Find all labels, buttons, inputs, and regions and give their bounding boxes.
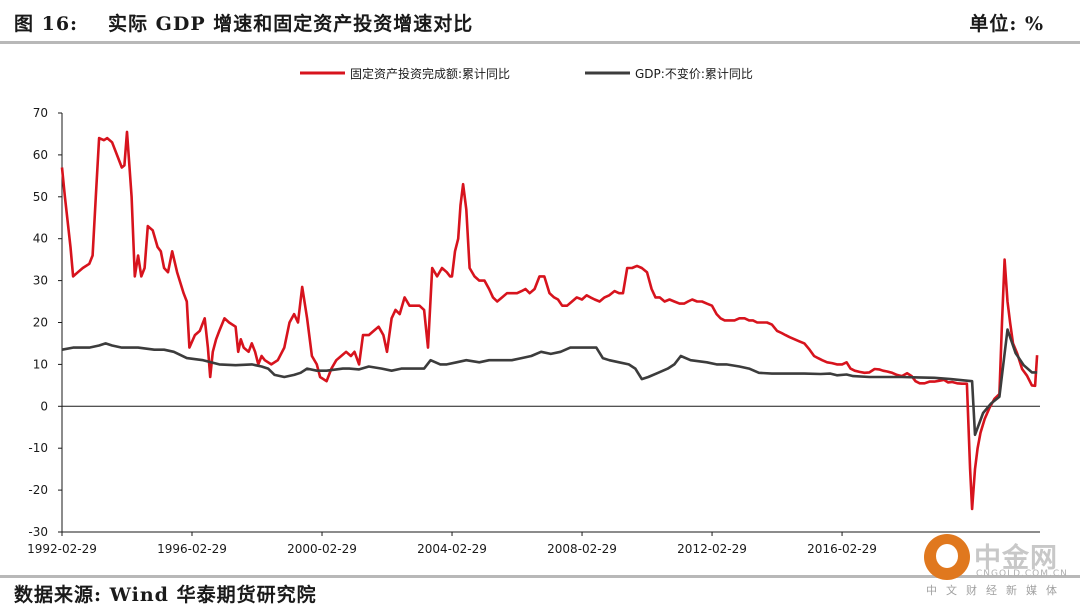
x-tick-label: 1996-02-29 xyxy=(157,542,227,556)
chart-legend: 固定资产投资完成额:累计同比 GDP:不变价:累计同比 xyxy=(300,66,753,81)
x-tick-label: 2000-02-29 xyxy=(287,542,357,556)
figure-title: 实际 GDP 增速和固定资产投资增速对比 xyxy=(108,13,474,35)
watermark-domain: CNGOLD.COM.CN xyxy=(976,569,1068,579)
legend-label-gdp: GDP:不变价:累计同比 xyxy=(635,66,753,81)
y-tick-label: 0 xyxy=(40,399,48,413)
figure-number: 图 16: xyxy=(14,13,79,35)
x-tick-label: 1992-02-29 xyxy=(27,542,97,556)
watermark-name: 中金网 xyxy=(974,543,1058,574)
chart-axes: -30 -20 -10 0 10 20 30 40 50 60 70 1992-02-29 1996-0… xyxy=(27,106,1040,556)
figure-header: 图 16: 实际 GDP 增速和固定资产投资增速对比 单位: % xyxy=(0,0,1080,44)
bottom-divider xyxy=(0,575,1080,578)
y-tick-label: -20 xyxy=(28,483,48,497)
y-tick-label: 40 xyxy=(33,232,48,246)
y-tick-label: 70 xyxy=(33,106,48,120)
x-tick-label: 2004-02-29 xyxy=(417,542,487,556)
legend-label-fai: 固定资产投资完成额:累计同比 xyxy=(350,66,510,81)
watermark-tagline: 中文财经新媒体 xyxy=(926,584,1066,597)
x-tick-label: 2008-02-29 xyxy=(547,542,617,556)
x-tick-label: 2012-02-29 xyxy=(677,542,747,556)
y-tick-label: 30 xyxy=(33,274,48,288)
source-note: 数据来源: Wind 华泰期货研究院 xyxy=(14,584,317,606)
unit-label: 单位: % xyxy=(969,13,1044,35)
y-tick-label: 50 xyxy=(33,190,48,204)
y-tick-label: 60 xyxy=(33,148,48,162)
chart-series xyxy=(60,130,1039,511)
y-tick-label: 20 xyxy=(33,316,48,330)
line-chart: 固定资产投资完成额:累计同比 GDP:不变价:累计同比 -30 -20 -10 0 10… xyxy=(27,66,1040,556)
watermark-logo: 中金网 CNGOLD.COM.CN 中文财经新媒体 xyxy=(922,532,1072,602)
y-tick-label: 10 xyxy=(33,357,48,371)
series-line-fai xyxy=(60,130,1039,511)
x-tick-label: 2016-02-29 xyxy=(807,542,877,556)
top-divider xyxy=(0,41,1080,44)
series-line-gdp xyxy=(61,328,1038,437)
y-tick-label: -10 xyxy=(28,441,48,455)
logo-mark-inner-icon xyxy=(936,544,958,568)
y-tick-label: -30 xyxy=(28,525,48,539)
